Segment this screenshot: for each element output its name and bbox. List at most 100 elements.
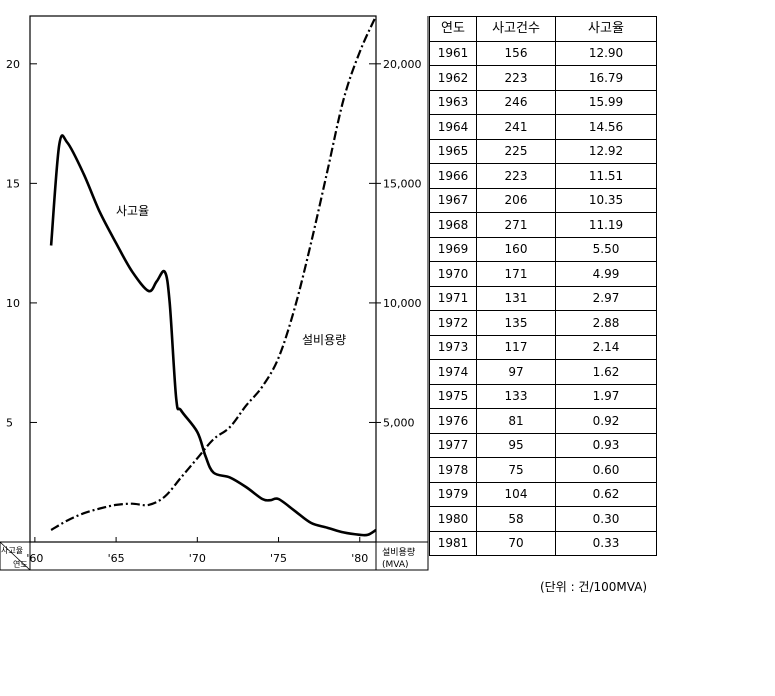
accident-rate-line: [49, 134, 376, 537]
accident-count-cell: 156: [476, 40, 556, 66]
accident-rate-cell: 2.14: [555, 334, 657, 360]
x-tick-label: '60: [26, 552, 43, 565]
accident-rate-cell: 15.99: [555, 89, 657, 115]
year-cell: 1974: [429, 359, 477, 385]
accident-count-cell: 246: [476, 89, 556, 115]
accident-rate-cell: 0.60: [555, 457, 657, 483]
header-year: 연도: [429, 16, 477, 42]
table-row: 1970 171 4.99: [429, 261, 657, 287]
table-row: 1961 156 12.90: [429, 40, 657, 66]
table-row: 1979 104 0.62: [429, 481, 657, 507]
capacity-line: [50, 15, 376, 531]
header-accident-rate: 사고율: [555, 16, 657, 42]
accident-rate-cell: 11.51: [555, 163, 657, 189]
year-cell: 1978: [429, 457, 477, 483]
table-row: 1972 135 2.88: [429, 310, 657, 336]
accident-count-cell: 131: [476, 285, 556, 311]
table-row: 1974 97 1.62: [429, 359, 657, 385]
table-row: 1971 131 2.97: [429, 285, 657, 311]
table-body: 1961 156 12.90 1962 223 16.79 1963 246 15.99 1964…: [429, 40, 657, 556]
x-tick-label: '75: [270, 552, 287, 565]
table-row: 1965 225 12.92: [429, 138, 657, 164]
year-cell: 1980: [429, 506, 477, 532]
accident-rate-cell: 0.93: [555, 432, 657, 458]
table-row: 1964 241 14.56: [429, 114, 657, 140]
table-row: 1976 81 0.92: [429, 408, 657, 434]
year-cell: 1968: [429, 212, 477, 238]
right-tick-label: 10,000: [383, 297, 422, 310]
accident-count-cell: 75: [476, 457, 556, 483]
accident-count-cell: 97: [476, 359, 556, 385]
year-cell: 1969: [429, 236, 477, 262]
year-cell: 1965: [429, 138, 477, 164]
capacity-curve-label: 설비용량: [302, 333, 346, 347]
accident-rate-cell: 0.30: [555, 506, 657, 532]
table-row: 1968 271 11.19: [429, 212, 657, 238]
year-cell: 1976: [429, 408, 477, 434]
year-cell: 1963: [429, 89, 477, 115]
right-axis-title: 설비용량: [382, 546, 415, 558]
year-cell: 1961: [429, 40, 477, 66]
table-row: 1967 206 10.35: [429, 187, 657, 213]
year-cell: 1972: [429, 310, 477, 336]
accident-count-cell: 223: [476, 65, 556, 91]
x-tick-label: '80: [351, 552, 368, 565]
accident-rate-cell: 1.62: [555, 359, 657, 385]
accident-rate-cell: 16.79: [555, 65, 657, 91]
year-cell: 1964: [429, 114, 477, 140]
corner-diagonal: [0, 541, 31, 571]
accident-count-cell: 241: [476, 114, 556, 140]
table-row: 1963 246 15.99: [429, 89, 657, 115]
table-row: 1975 133 1.97: [429, 383, 657, 409]
year-cell: 1981: [429, 530, 477, 556]
accident-count-cell: 160: [476, 236, 556, 262]
accident-rate-cell: 12.92: [555, 138, 657, 164]
accident-rate-curve-label: 사고율: [116, 204, 149, 218]
plot-frame: [29, 15, 377, 543]
accident-count-cell: 206: [476, 187, 556, 213]
header-accident-count: 사고건수: [476, 16, 556, 42]
accident-count-cell: 271: [476, 212, 556, 238]
x-tick-label: '65: [108, 552, 125, 565]
accident-count-cell: 70: [476, 530, 556, 556]
table-row: 1962 223 16.79: [429, 65, 657, 91]
accident-count-cell: 135: [476, 310, 556, 336]
right-tick-label: 5,000: [383, 416, 415, 429]
table-row: 1969 160 5.50: [429, 236, 657, 262]
year-cell: 1966: [429, 163, 477, 189]
year-cell: 1967: [429, 187, 477, 213]
accident-count-cell: 223: [476, 163, 556, 189]
accident-rate-cell: 10.35: [555, 187, 657, 213]
accident-rate-cell: 11.19: [555, 212, 657, 238]
x-tick-label: '70: [189, 552, 206, 565]
left-tick-label: 15: [6, 177, 20, 190]
year-cell: 1962: [429, 65, 477, 91]
accident-rate-cell: 12.90: [555, 40, 657, 66]
year-cell: 1977: [429, 432, 477, 458]
accident-rate-cell: 0.33: [555, 530, 657, 556]
accident-data-table: 연도 사고건수 사고율 1961 156 12.90 1962 223 16.79 1963…: [429, 16, 657, 556]
accident-rate-cell: 0.92: [555, 408, 657, 434]
year-cell: 1973: [429, 334, 477, 360]
accident-rate-cell: 0.62: [555, 481, 657, 507]
year-cell: 1979: [429, 481, 477, 507]
table-row: 1966 223 11.51: [429, 163, 657, 189]
unit-note: (단위 : 건/100MVA): [540, 580, 648, 594]
year-cell: 1971: [429, 285, 477, 311]
right-tick-label: 15,000: [383, 177, 422, 190]
table-row: 1977 95 0.93: [429, 432, 657, 458]
year-cell: 1970: [429, 261, 477, 287]
left-tick-label: 10: [6, 297, 20, 310]
right-axis-unit: (MVA): [382, 560, 409, 570]
accident-rate-cell: 4.99: [555, 261, 657, 287]
table-row: 1973 117 2.14: [429, 334, 657, 360]
accident-count-cell: 58: [476, 506, 556, 532]
accident-count-cell: 225: [476, 138, 556, 164]
left-tick-label: 5: [6, 416, 13, 429]
accident-count-cell: 81: [476, 408, 556, 434]
table-row: 1980 58 0.30: [429, 506, 657, 532]
table-row: 1978 75 0.60: [429, 457, 657, 483]
corner-label-rate: 사고율: [1, 546, 23, 555]
accident-rate-cell: 2.88: [555, 310, 657, 336]
